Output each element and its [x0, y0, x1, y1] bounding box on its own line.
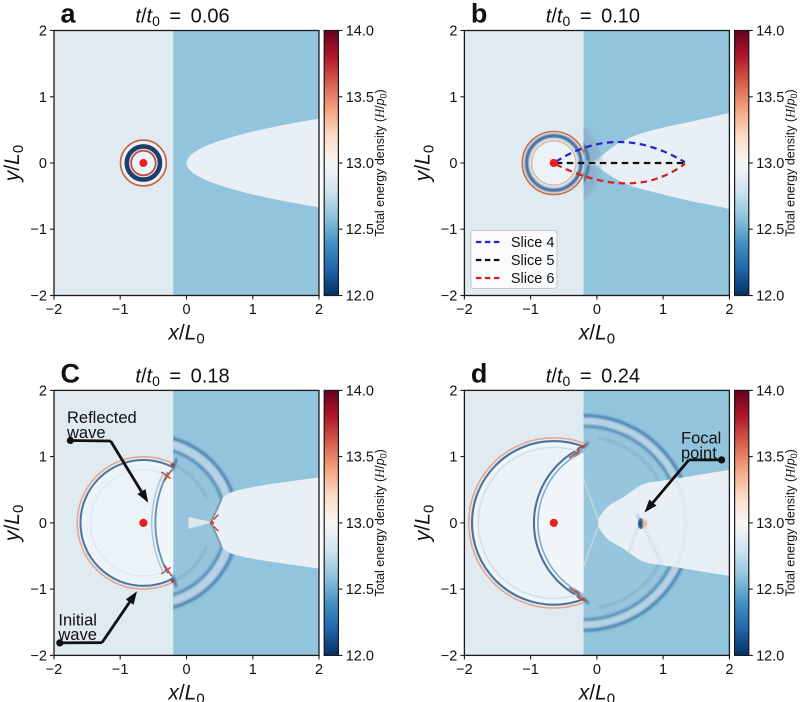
svg-text:1: 1	[659, 302, 667, 318]
svg-text:t/t0 = 0.18: t/t0 = 0.18	[135, 365, 229, 389]
svg-text:12.0: 12.0	[346, 648, 374, 664]
svg-text:2: 2	[449, 24, 457, 40]
svg-text:1: 1	[449, 90, 457, 106]
svg-text:wave: wave	[57, 626, 97, 644]
svg-text:2: 2	[39, 24, 47, 40]
svg-text:x/L0: x/L0	[167, 681, 204, 702]
svg-text:Reflected: Reflected	[67, 409, 137, 427]
svg-text:−1: −1	[30, 582, 47, 598]
svg-text:0: 0	[593, 662, 601, 678]
svg-text:2: 2	[315, 662, 323, 678]
svg-text:−1: −1	[522, 302, 539, 318]
svg-text:13.0: 13.0	[346, 156, 374, 172]
svg-text:t/t0 = 0.24: t/t0 = 0.24	[546, 365, 640, 389]
svg-text:−2: −2	[30, 648, 47, 664]
svg-text:wave: wave	[66, 424, 106, 442]
svg-text:Total energy density (H/p0): Total energy density (H/p0)	[373, 89, 389, 236]
svg-text:Total energy density (H/p0): Total energy density (H/p0)	[784, 449, 800, 596]
svg-text:12.5: 12.5	[346, 222, 374, 238]
svg-text:Focal: Focal	[681, 430, 721, 448]
svg-text:−1: −1	[441, 222, 458, 238]
svg-text:0: 0	[593, 302, 601, 318]
svg-text:1: 1	[659, 662, 667, 678]
svg-text:−1: −1	[441, 582, 458, 598]
svg-text:2: 2	[725, 302, 733, 318]
svg-text:−2: −2	[456, 662, 473, 678]
svg-text:x/L0: x/L0	[167, 322, 204, 348]
svg-text:1: 1	[39, 450, 47, 466]
svg-text:14.0: 14.0	[756, 24, 784, 40]
svg-text:0: 0	[182, 662, 190, 678]
svg-text:2: 2	[725, 662, 733, 678]
svg-text:−2: −2	[456, 302, 473, 318]
svg-text:2: 2	[449, 383, 457, 399]
svg-text:13.5: 13.5	[756, 90, 784, 106]
svg-text:13.0: 13.0	[346, 516, 374, 532]
svg-text:0: 0	[39, 156, 47, 172]
svg-text:−2: −2	[46, 662, 63, 678]
svg-text:−2: −2	[30, 289, 47, 305]
svg-text:d: d	[471, 358, 488, 388]
svg-text:0: 0	[39, 516, 47, 532]
svg-text:Total energy density (H/p0): Total energy density (H/p0)	[373, 449, 389, 596]
svg-text:12.5: 12.5	[756, 222, 784, 238]
svg-text:0: 0	[449, 516, 457, 532]
svg-text:a: a	[61, 0, 77, 29]
svg-text:−1: −1	[30, 222, 47, 238]
svg-text:−2: −2	[46, 302, 63, 318]
svg-text:2: 2	[39, 383, 47, 399]
svg-text:13.5: 13.5	[346, 90, 374, 106]
svg-text:12.5: 12.5	[756, 582, 784, 598]
svg-text:0: 0	[449, 156, 457, 172]
svg-text:12.0: 12.0	[756, 289, 784, 305]
svg-text:b: b	[471, 0, 488, 29]
svg-text:14.0: 14.0	[346, 24, 374, 40]
svg-text:0: 0	[182, 302, 190, 318]
svg-text:t/t0 = 0.06: t/t0 = 0.06	[135, 6, 229, 30]
svg-text:−1: −1	[112, 302, 129, 318]
svg-text:−2: −2	[441, 648, 458, 664]
svg-text:1: 1	[39, 90, 47, 106]
svg-text:12.5: 12.5	[346, 582, 374, 598]
svg-text:t/t0 = 0.10: t/t0 = 0.10	[546, 6, 640, 30]
svg-text:14.0: 14.0	[756, 383, 784, 399]
svg-text:x/L0: x/L0	[578, 681, 615, 702]
svg-text:−1: −1	[522, 662, 539, 678]
svg-text:Total energy density (H/p0): Total energy density (H/p0)	[784, 89, 800, 236]
svg-text:−2: −2	[441, 289, 458, 305]
svg-text:13.0: 13.0	[756, 516, 784, 532]
svg-text:point: point	[681, 445, 717, 463]
svg-text:12.0: 12.0	[346, 289, 374, 305]
svg-text:14.0: 14.0	[346, 383, 374, 399]
svg-text:13.5: 13.5	[346, 450, 374, 466]
svg-text:2: 2	[315, 302, 323, 318]
svg-text:Initial: Initial	[58, 612, 97, 630]
svg-text:13.0: 13.0	[756, 156, 784, 172]
svg-text:1: 1	[449, 450, 457, 466]
svg-text:12.0: 12.0	[756, 648, 784, 664]
svg-text:1: 1	[249, 662, 257, 678]
svg-text:1: 1	[249, 302, 257, 318]
svg-text:−1: −1	[112, 662, 129, 678]
svg-text:13.5: 13.5	[756, 450, 784, 466]
svg-text:C: C	[61, 358, 81, 388]
svg-text:Slice 6: Slice 6	[511, 271, 555, 287]
svg-text:Slice 4: Slice 4	[511, 235, 555, 251]
svg-text:Slice 5: Slice 5	[511, 253, 555, 269]
